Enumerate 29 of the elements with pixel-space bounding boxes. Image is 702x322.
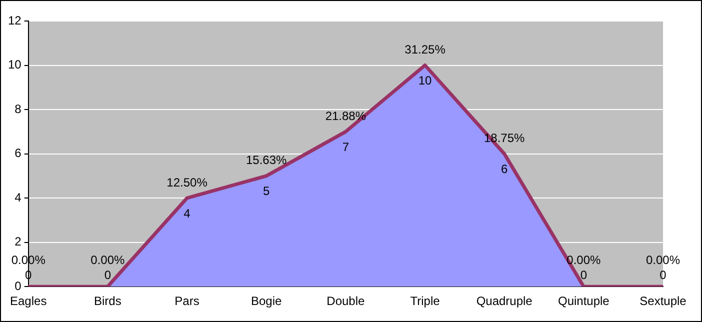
y-tick-label: 8 (14, 102, 22, 116)
x-tick-label: Bogie (250, 294, 282, 308)
data-label: 0 (660, 268, 667, 282)
x-tick-label: Eagles (10, 294, 47, 308)
data-label: 5 (263, 184, 270, 198)
x-tick-label: Quadruple (476, 294, 533, 308)
x-tick-label: Triple (410, 294, 440, 308)
x-tick-label: Sextuple (640, 294, 687, 308)
annotation: 12.50% (166, 175, 208, 190)
y-tick-label: 6 (14, 146, 22, 160)
data-label: 10 (418, 74, 432, 88)
y-tick-label: 0 (14, 278, 22, 293)
y-tick-label: 10 (8, 58, 22, 72)
data-label: 0 (580, 268, 588, 282)
x-tick-label: Quintuple (558, 294, 610, 308)
data-label: 7 (342, 140, 350, 154)
y-tick-label: 4 (14, 190, 22, 204)
y-tick-label: 12 (8, 13, 22, 28)
annotation: 31.25% (404, 42, 446, 57)
data-label: 0 (104, 268, 112, 282)
x-tick-label: Double (326, 294, 366, 308)
annotation: 0.00% (90, 252, 126, 267)
annotation: 15.63% (246, 153, 288, 168)
y-tick-label: 2 (14, 234, 22, 249)
data-label: 6 (500, 162, 508, 176)
x-tick-label: Pars (174, 294, 200, 308)
data-label: 4 (184, 206, 191, 220)
x-tick-label: Birds (94, 294, 122, 308)
annotation: 0.00% (646, 252, 680, 267)
